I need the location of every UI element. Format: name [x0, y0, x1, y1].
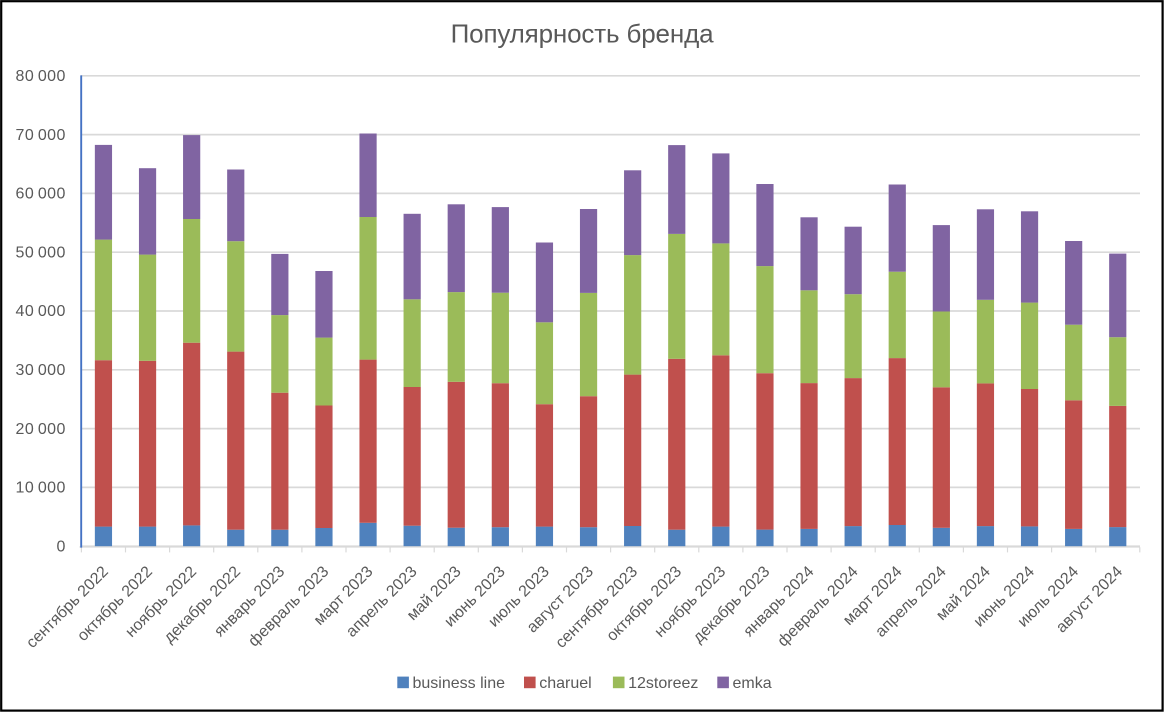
svg-text:80 000: 80 000: [15, 68, 65, 85]
svg-text:30 000: 30 000: [15, 362, 65, 379]
svg-text:40 000: 40 000: [15, 303, 65, 320]
svg-text:20 000: 20 000: [15, 421, 65, 438]
svg-text:10 000: 10 000: [15, 480, 65, 497]
svg-text:12storeez: 12storeez: [628, 675, 698, 692]
svg-text:emka: emka: [733, 675, 772, 692]
svg-text:0: 0: [57, 538, 66, 555]
svg-text:business line: business line: [413, 675, 506, 692]
svg-text:50 000: 50 000: [15, 244, 65, 261]
svg-text:70 000: 70 000: [15, 127, 65, 144]
svg-text:Популярность бренда: Популярность бренда: [451, 19, 715, 49]
svg-text:60 000: 60 000: [15, 186, 65, 203]
svg-text:charuel: charuel: [539, 675, 591, 692]
